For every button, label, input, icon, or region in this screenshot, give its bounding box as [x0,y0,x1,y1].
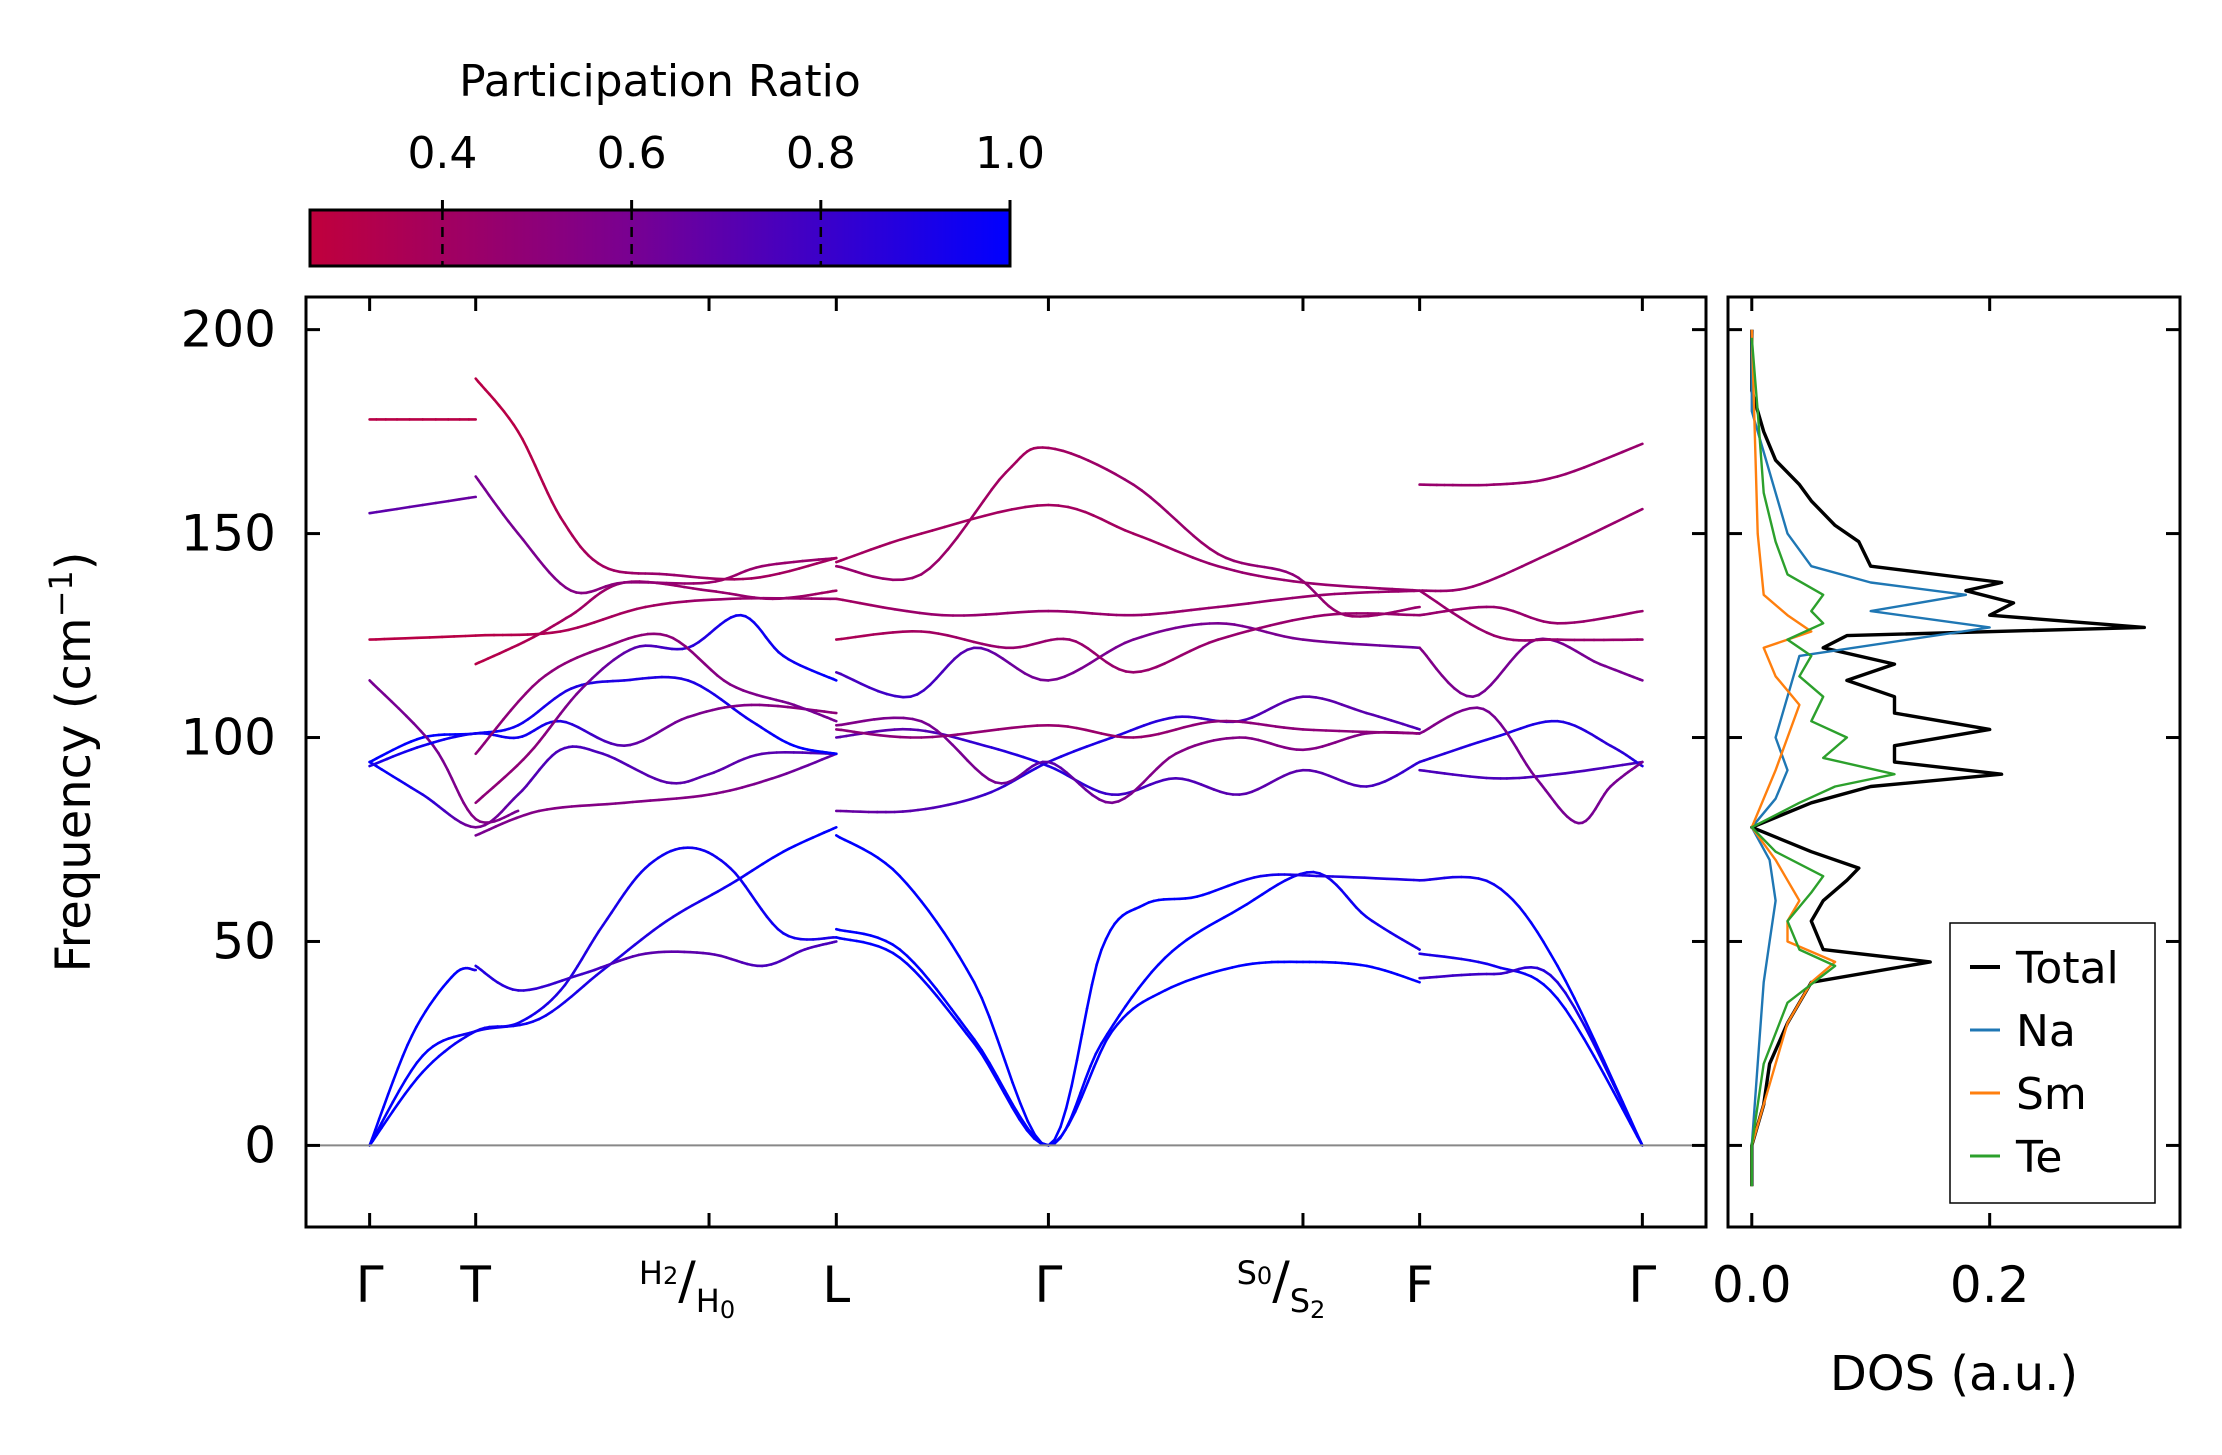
band-line-band-16 [368,495,478,515]
band-line-band-29 [1418,875,1644,1147]
x-tick-label-H2/H0: H2/H0 [639,1251,735,1324]
x-tick-label-S0/S2: S0/S2 [1237,1251,1326,1324]
legend-item-na: Na [1970,1006,2076,1057]
band-line-band-1 [368,846,838,1147]
band-line-band-38 [1418,507,1644,593]
band-line-band-2 [368,825,838,1147]
band-x-ticks: Γ T H2/H0 L Γ S0/S2 F Γ [356,297,1656,1324]
x-tick-label-L: L [822,1256,850,1314]
dos-x-tick-label: 0.2 [1950,1256,2030,1314]
dos-plot-frame [1726,295,2182,1229]
band-line-band-33 [1418,719,1644,768]
band-line-band-18 [834,870,1421,1147]
legend-item-te: Te [1970,1132,2062,1183]
band-y-ticks: 0 50 100 150 200 [181,301,1706,1174]
band-line-band-3 [368,966,478,1147]
band-line-band-24 [834,621,1421,699]
colorbar-gradient [308,208,1012,268]
band-line-band-30 [1418,952,1644,1147]
dos-line-na [1750,329,1991,1187]
band-line-band-26 [834,589,1421,617]
x-tick-label-Γ: Γ [1034,1256,1062,1314]
colorbar-tick-label: 0.4 [407,128,477,179]
svg-text:Total: Total [2015,943,2119,994]
band-line-band-32 [1418,760,1644,780]
svg-text:Na: Na [2016,1006,2076,1057]
dos-legend: Total Na Sm Te [1949,922,2156,1204]
colorbar: Participation Ratio 0.4 0.6 0.8 1.0 [308,56,1045,268]
dos-ticks: 0.0 0.2 [1712,297,2180,1314]
band-line-band-28 [834,503,1421,593]
colorbar-tick-label: 0.6 [597,128,667,179]
y-axis-label: Frequency (cm−1) [42,551,102,972]
dos-x-tick-label: 0.0 [1712,1256,1792,1314]
dos-lines [1750,329,2147,1187]
band-structure-panel: 0 50 100 150 200 Γ T H2/H0 L Γ S0/S2 F Γ Frequency … [42,295,1708,1324]
band-line-band-36 [1418,605,1644,625]
band-line-band-9 [474,613,838,805]
colorbar-tick-label: 1.0 [975,128,1045,179]
svg-text:Te: Te [2015,1132,2062,1183]
band-line-band-10 [474,632,838,756]
band-line-band-39 [1418,442,1644,487]
dos-line-total [1750,329,2147,1187]
y-tick-label: 50 [212,912,276,970]
band-line-band-13 [474,475,838,595]
band-line-band-20 [834,695,1421,814]
band-lines [368,377,1644,1147]
band-line-band-27 [834,446,1421,618]
dos-line-te [1750,337,1896,1187]
band-line-band-12 [474,580,838,666]
legend-item-total: Total [1970,943,2119,994]
x-tick-label-F: F [1405,1256,1434,1314]
y-tick-label: 0 [244,1116,276,1174]
band-line-band-35 [1418,637,1644,699]
y-tick-label: 150 [181,505,276,563]
band-line-band-3b [474,940,838,992]
x-tick-label-Γ: Γ [1628,1256,1656,1314]
band-plot-frame [304,295,1708,1229]
legend-item-sm: Sm [1970,1069,2087,1120]
y-tick-label: 200 [181,301,276,359]
band-line-band-37 [1418,589,1644,642]
colorbar-label: Participation Ratio [459,56,861,107]
colorbar-ticks: 0.4 0.6 0.8 1.0 [407,128,1045,266]
x-tick-label-T: T [459,1256,491,1314]
band-line-band-14 [474,377,838,581]
band-line-band-23 [834,719,1421,739]
dos-panel: 0.0 0.2 DOS (a.u.) Total Na Sm Te [1712,295,2182,1402]
band-line-band-4 [474,752,838,837]
svg-text:Sm: Sm [2016,1069,2087,1120]
band-line-band-17 [834,936,1421,1147]
band-line-band-25 [834,612,1421,674]
band-line-band-7 [368,679,520,824]
band-line-band-34 [1418,706,1644,825]
y-tick-label: 100 [181,709,276,767]
dos-x-axis-label: DOS (a.u.) [1830,1346,2078,1402]
x-tick-label-Γ: Γ [356,1256,384,1314]
colorbar-tick-label: 0.8 [786,128,856,179]
band-line-band-21 [834,727,1421,797]
band-line-band-31 [1418,965,1644,1147]
band-line-band-6 [368,675,838,764]
band-line-band-11 [368,596,838,641]
band-line-band-5 [368,745,838,829]
